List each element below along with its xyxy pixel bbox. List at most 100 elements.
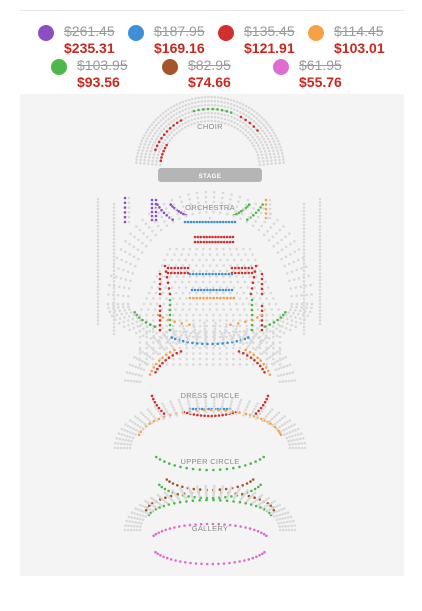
seat[interactable] [96,231,100,235]
seat[interactable] [232,313,235,317]
seat[interactable] [136,380,139,383]
seat[interactable] [288,435,291,439]
seat[interactable] [282,225,285,228]
seat[interactable] [248,527,252,530]
seat[interactable] [148,502,152,506]
seat[interactable] [210,99,213,103]
seat[interactable] [309,283,312,287]
seat[interactable] [233,112,236,116]
seat[interactable] [146,501,150,504]
seat[interactable] [167,117,170,121]
seat[interactable] [112,255,116,258]
seat[interactable] [120,258,123,262]
seat[interactable] [302,209,306,213]
seat[interactable] [273,422,277,426]
seat[interactable] [266,286,270,289]
seat[interactable] [251,253,254,256]
seat[interactable] [137,238,140,242]
seat[interactable] [187,102,191,106]
seat[interactable] [248,203,251,206]
seat[interactable] [302,223,306,227]
seat[interactable] [273,415,276,419]
seat[interactable] [288,371,292,375]
seat[interactable] [138,228,142,232]
seat[interactable] [259,150,263,153]
seat[interactable] [294,428,297,432]
seat[interactable] [172,114,176,117]
seat[interactable] [239,120,242,123]
seat[interactable] [262,455,265,459]
seat[interactable] [263,371,266,374]
seat[interactable] [217,112,220,115]
seat[interactable] [280,508,284,511]
seat[interactable] [272,332,275,335]
seat[interactable] [268,419,272,423]
seat[interactable] [264,505,267,508]
seat[interactable] [162,412,166,415]
seat[interactable] [171,220,175,224]
seat[interactable] [172,313,175,317]
seat[interactable] [164,286,167,289]
seat[interactable] [288,443,291,446]
seat[interactable] [212,494,215,498]
seat[interactable] [268,373,272,376]
seat[interactable] [148,422,151,425]
seat[interactable] [295,302,299,306]
seat[interactable] [211,235,214,239]
seat[interactable] [129,443,132,446]
seat[interactable] [272,244,276,248]
seat[interactable] [235,100,239,104]
seat[interactable] [213,336,216,340]
seat[interactable] [123,308,126,312]
seat[interactable] [178,357,182,361]
seat[interactable] [188,291,191,295]
seat[interactable] [204,401,208,405]
seat[interactable] [162,141,165,144]
seat[interactable] [123,442,126,446]
seat[interactable] [303,441,306,445]
seat[interactable] [148,323,152,326]
seat[interactable] [174,291,178,295]
seat[interactable] [167,318,170,322]
seat[interactable] [144,500,147,503]
seat[interactable] [154,163,158,166]
seat[interactable] [192,352,195,355]
seat[interactable] [220,104,223,108]
seat[interactable] [124,524,127,527]
seat[interactable] [133,422,137,426]
seat[interactable] [138,528,142,532]
seat[interactable] [217,104,220,107]
seat[interactable] [203,103,207,107]
seat[interactable] [279,358,282,362]
seat[interactable] [273,505,277,509]
seat[interactable] [239,106,242,109]
seat[interactable] [96,312,100,316]
seat[interactable] [260,417,263,421]
seat[interactable] [192,325,196,329]
seat[interactable] [124,423,127,426]
seat[interactable] [265,327,269,331]
seat[interactable] [288,328,292,332]
seat[interactable] [272,313,275,317]
seat[interactable] [289,315,293,318]
seat[interactable] [160,409,163,413]
seat[interactable] [291,443,294,446]
seat[interactable] [281,316,285,319]
seat[interactable] [261,367,264,371]
seat[interactable] [180,333,183,337]
seat[interactable] [170,266,173,270]
seat[interactable] [267,123,270,126]
seat[interactable] [250,494,254,498]
seat[interactable] [168,480,171,483]
seat[interactable] [220,117,224,120]
seat[interactable] [250,412,253,416]
seat[interactable] [251,136,255,139]
seat[interactable] [96,315,100,319]
seat[interactable] [134,415,137,418]
seat[interactable] [236,113,239,117]
seat[interactable] [161,327,164,330]
seat[interactable] [155,506,159,510]
seat[interactable] [245,499,249,503]
seat[interactable] [302,248,306,251]
seat[interactable] [297,442,300,446]
